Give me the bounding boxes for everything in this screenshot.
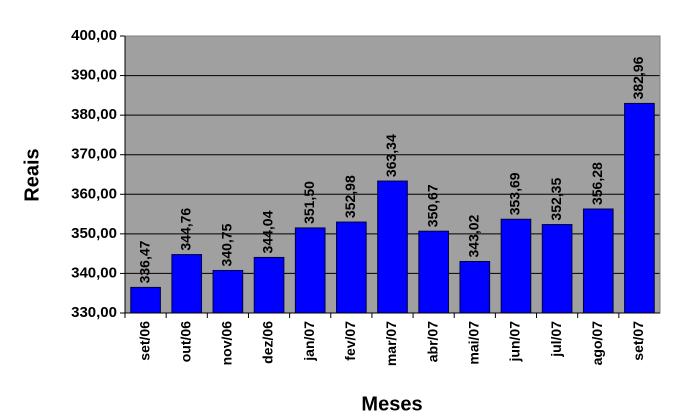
- data-label: 351,50: [301, 181, 317, 224]
- x-axis-label: Meses: [361, 393, 422, 415]
- x-tick-label: dez/06: [260, 321, 276, 364]
- x-tick-label: jul/07: [548, 321, 564, 358]
- bar: [459, 260, 491, 314]
- data-label: 382,96: [630, 56, 646, 99]
- data-label: 352,35: [548, 178, 564, 221]
- bar: [294, 227, 326, 314]
- y-tick-label: 390,00: [71, 67, 117, 84]
- x-tick-label: fev/07: [342, 321, 358, 361]
- x-tick-label: set/06: [136, 321, 152, 361]
- y-tick-label: 340,00: [71, 264, 117, 281]
- data-label: 343,02: [466, 214, 482, 257]
- bar: [253, 256, 285, 314]
- data-label: 340,75: [219, 223, 235, 266]
- bar: [171, 254, 203, 314]
- data-label: 350,67: [424, 184, 440, 227]
- y-tick-label: 370,00: [71, 146, 117, 163]
- x-tick-label: jun/07: [507, 321, 523, 363]
- bar: [377, 180, 408, 314]
- bar: [130, 286, 161, 314]
- y-axis-label: Reais: [21, 148, 43, 201]
- bar: [624, 102, 655, 314]
- bar: [541, 224, 573, 314]
- y-tick-label: 400,00: [71, 27, 117, 44]
- data-label: 353,69: [507, 172, 523, 215]
- data-label: 356,28: [589, 162, 605, 205]
- data-label: 344,76: [177, 208, 193, 251]
- x-tick-label: out/06: [177, 321, 193, 362]
- x-tick-label: mar/07: [383, 321, 399, 366]
- y-tick-label: 360,00: [71, 185, 117, 202]
- y-tick-label: 380,00: [71, 106, 117, 123]
- x-tick-label: jan/07: [301, 321, 317, 362]
- bar: [336, 221, 367, 314]
- data-label: 363,34: [383, 134, 399, 177]
- x-tick-label: abr/07: [424, 321, 440, 362]
- y-tick-label: 330,00: [71, 304, 117, 321]
- x-tick-label: nov/06: [219, 321, 235, 366]
- y-tick-label: 350,00: [71, 225, 117, 242]
- bar: [418, 230, 449, 314]
- x-tick-label: ago/07: [589, 321, 605, 366]
- data-label: 344,04: [260, 210, 276, 253]
- x-tick-label: mai/07: [466, 321, 482, 365]
- data-label: 336,47: [136, 240, 152, 283]
- bar: [582, 208, 614, 314]
- bar: [500, 218, 532, 314]
- data-label: 352,98: [342, 175, 358, 218]
- x-tick-label: set/07: [630, 321, 646, 361]
- bar: [212, 269, 244, 314]
